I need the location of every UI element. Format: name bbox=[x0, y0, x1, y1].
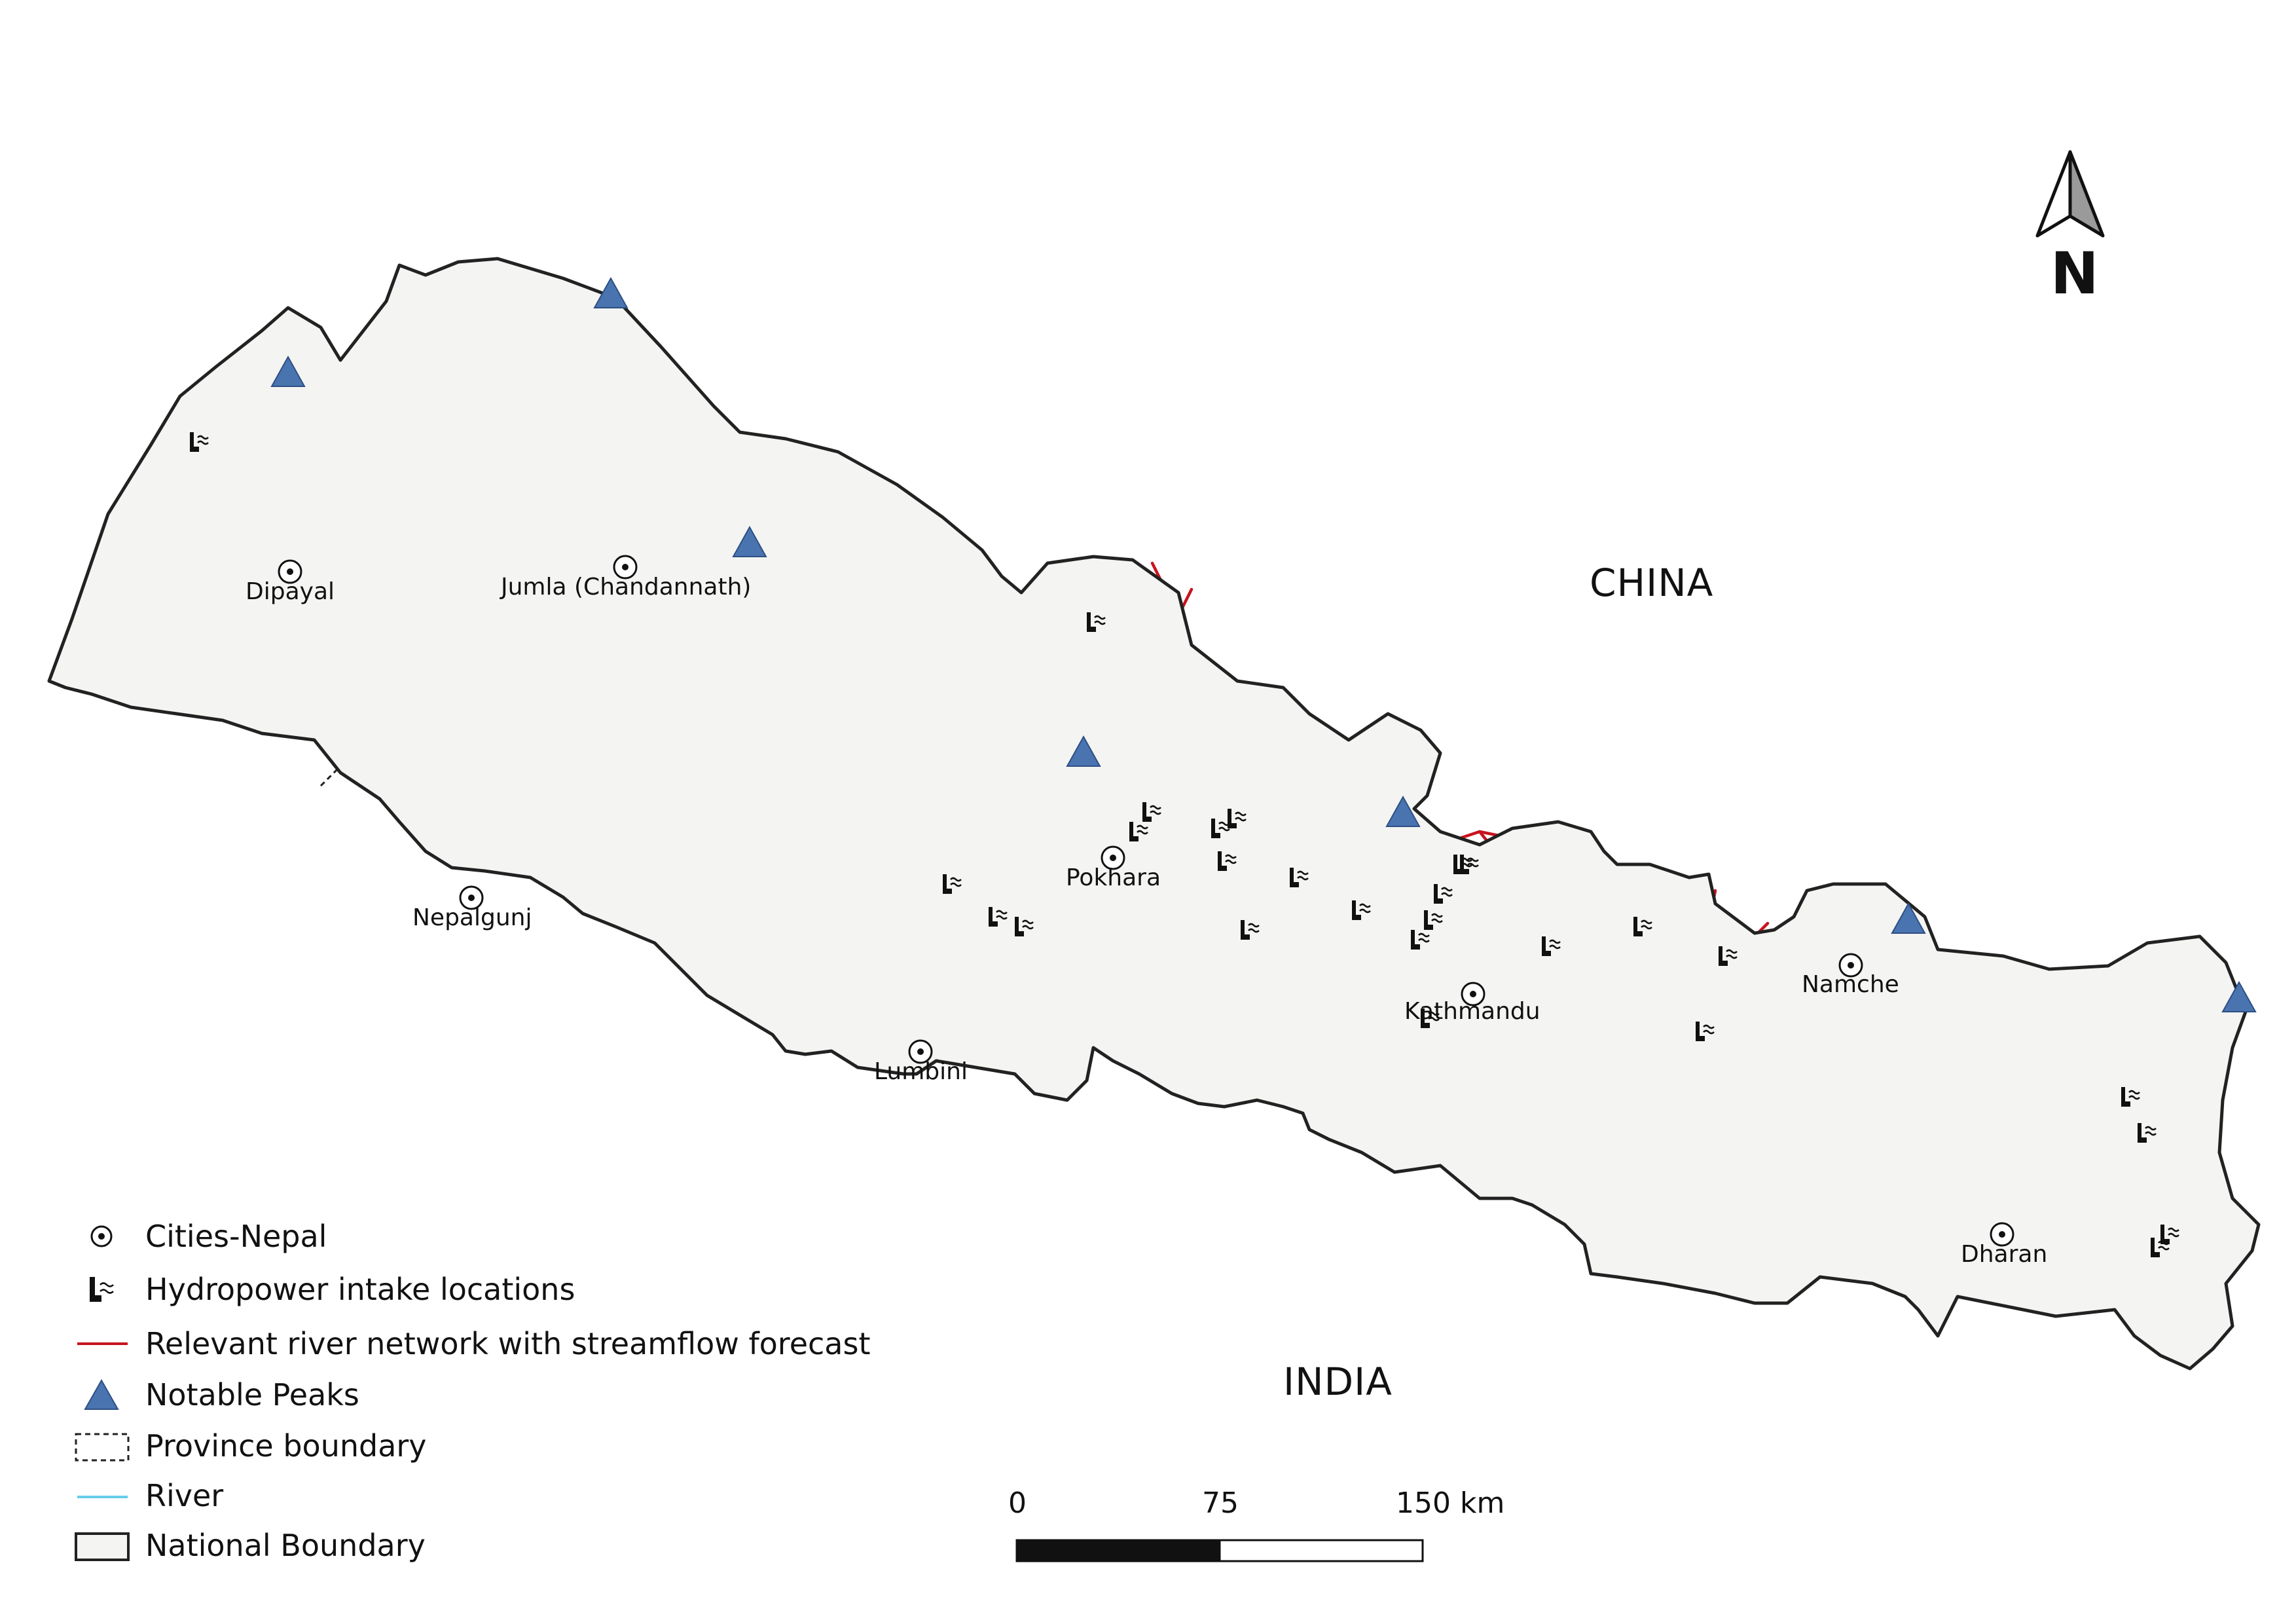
hydropower-intake-icon bbox=[1719, 946, 1738, 966]
north-arrow-label: N bbox=[2050, 240, 2099, 307]
hydropower-intakes bbox=[190, 432, 2179, 1257]
hydropower-intake-icon bbox=[1696, 1022, 1715, 1041]
city-label: Kathmandu bbox=[1404, 998, 1540, 1025]
hydropower-intake-icon bbox=[1542, 936, 1561, 956]
hydropower-intake-icon bbox=[1015, 917, 1034, 936]
country-label-south: INDIA bbox=[1283, 1359, 1393, 1404]
hydropower-intake-icon bbox=[1241, 920, 1260, 940]
country-label-north: CHINA bbox=[1590, 561, 1713, 605]
city-label: Lumbini bbox=[874, 1058, 968, 1085]
city-marker: Lumbini bbox=[874, 1039, 968, 1085]
legend-label: Cities-Nepal bbox=[145, 1219, 327, 1254]
peak-marker bbox=[2221, 980, 2257, 1012]
hydropower-intake-icon bbox=[2160, 1225, 2179, 1244]
city-marker: Pokhara bbox=[1066, 845, 1161, 891]
city-marker: Namche bbox=[1802, 953, 1899, 998]
legend-item: Cities-Nepal bbox=[90, 1219, 327, 1254]
notable-peaks bbox=[270, 276, 2257, 1012]
peak-marker bbox=[270, 355, 306, 387]
scale-bar: 0 75 150 km bbox=[1008, 1486, 1504, 1562]
legend-label: Hydropower intake locations bbox=[145, 1272, 575, 1307]
hydropower-intake-icon bbox=[1424, 910, 1443, 930]
triangle-peak-icon bbox=[84, 1378, 119, 1410]
legend-item: Hydropower intake locations bbox=[90, 1272, 575, 1307]
city-marker: Nepalgunj bbox=[412, 885, 532, 931]
peak-marker bbox=[1385, 795, 1421, 827]
hydropower-intake-icon bbox=[2151, 1238, 2170, 1257]
city-label: Jumla (Chandannath) bbox=[500, 574, 751, 600]
hydropower-intake-icon bbox=[190, 432, 209, 452]
city-marker: Dharan bbox=[1961, 1222, 2047, 1268]
legend: Cities-Nepal Hydropower intake locations… bbox=[75, 1219, 870, 1563]
legend-label: Notable Peaks bbox=[145, 1377, 359, 1412]
legend-item: National Boundary bbox=[75, 1528, 426, 1563]
hydropower-intake-icon bbox=[989, 907, 1008, 927]
hydropower-intake-icon bbox=[1218, 851, 1237, 871]
hydropower-intake-icon bbox=[1087, 612, 1106, 632]
national-boundary bbox=[49, 259, 2259, 1369]
hydropower-intake-icon bbox=[1211, 819, 1230, 838]
hydropower-intake-icon bbox=[2138, 1123, 2157, 1143]
hydropower-intake-icon bbox=[1228, 809, 1247, 828]
hydropower-intake-icon bbox=[1142, 802, 1161, 822]
peak-marker bbox=[732, 525, 767, 557]
hydropower-intake-icon bbox=[1460, 855, 1479, 874]
north-arrow: N bbox=[2035, 150, 2105, 307]
dashed-box-icon bbox=[75, 1433, 130, 1462]
city-marker: Jumla (Chandannath) bbox=[500, 555, 751, 600]
city-marker: Dipayal bbox=[246, 559, 335, 605]
hydropower-intake-icon bbox=[1411, 930, 1430, 950]
city-label: Pokhara bbox=[1066, 864, 1161, 891]
hydropower-intake-icon bbox=[1352, 900, 1371, 920]
peak-marker bbox=[593, 276, 629, 308]
hydropower-intake-icon bbox=[90, 1277, 114, 1302]
hydropower-intake-icon bbox=[1290, 868, 1309, 887]
city-dot-icon bbox=[90, 1225, 113, 1247]
peak-marker bbox=[1066, 735, 1101, 767]
hydropower-intake-icon bbox=[1129, 822, 1148, 841]
hydropower-intake-icon bbox=[1421, 1008, 1440, 1028]
peak-marker bbox=[1891, 902, 1926, 934]
legend-label: Relevant river network with streamflow f… bbox=[145, 1326, 870, 1361]
scale-label-start: 0 bbox=[1008, 1486, 1027, 1520]
city-label: Dipayal bbox=[246, 578, 335, 605]
city-label: Dharan bbox=[1961, 1241, 2047, 1268]
city-marker: Kathmandu bbox=[1404, 982, 1540, 1025]
solid-box-icon bbox=[75, 1532, 130, 1561]
cities: Dipayal Jumla (Chandannath) Nepalgunj Lu… bbox=[246, 555, 2047, 1268]
north-arrow-icon bbox=[2035, 150, 2072, 238]
scale-label-end: 150 km bbox=[1396, 1486, 1504, 1520]
hydropower-intake-icon bbox=[1434, 884, 1453, 904]
hydropower-intake-icon bbox=[1633, 917, 1652, 936]
hydropower-intake-icon bbox=[943, 874, 962, 894]
legend-item: Province boundary bbox=[75, 1428, 427, 1464]
legend-label: Province boundary bbox=[145, 1428, 427, 1464]
city-label: Namche bbox=[1802, 971, 1899, 998]
legend-item: Relevant river network with streamflow f… bbox=[77, 1326, 870, 1361]
legend-item: River bbox=[77, 1478, 223, 1513]
city-label: Nepalgunj bbox=[412, 904, 532, 931]
hydropower-intake-icon bbox=[2121, 1087, 2140, 1107]
legend-label: River bbox=[145, 1478, 223, 1513]
legend-label: National Boundary bbox=[145, 1528, 426, 1563]
legend-item: Notable Peaks bbox=[84, 1377, 359, 1412]
scale-label-mid: 75 bbox=[1202, 1486, 1239, 1520]
